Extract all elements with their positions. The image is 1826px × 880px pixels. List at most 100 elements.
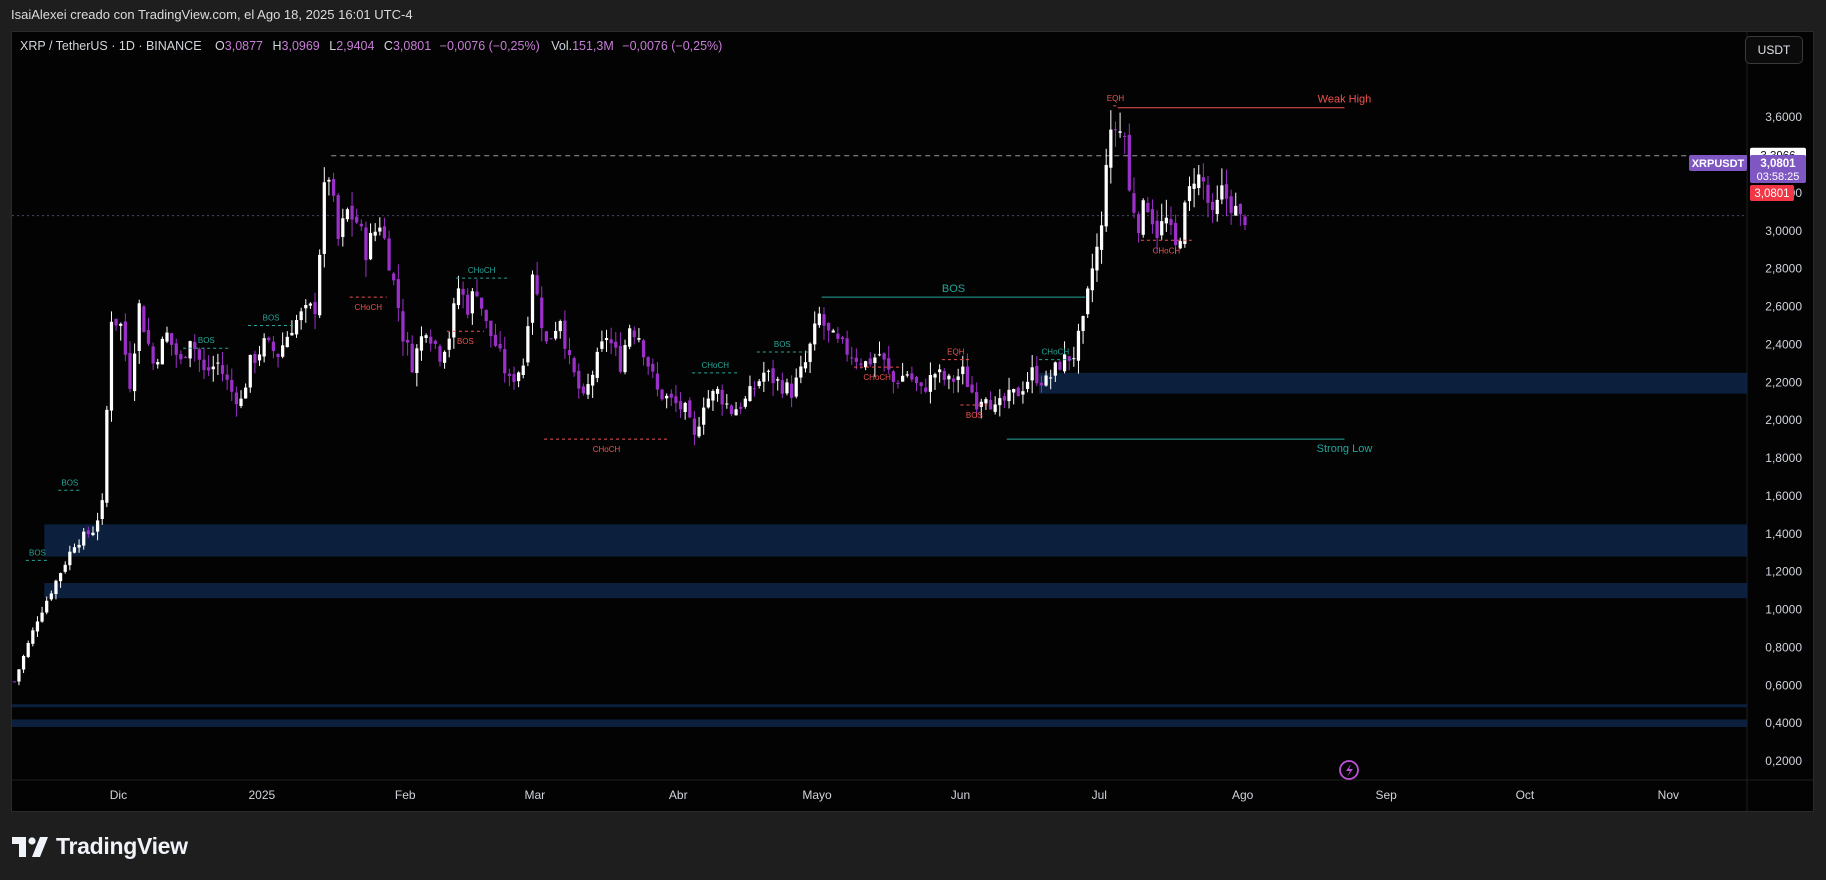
candle xyxy=(535,275,539,295)
y-tick-label: 2,4000 xyxy=(1765,337,1802,351)
candle xyxy=(891,371,895,382)
x-tick-label: Ago xyxy=(1232,788,1254,802)
candle xyxy=(1104,164,1108,227)
candle xyxy=(318,254,322,316)
structure-label: CHoCH xyxy=(1042,348,1070,357)
low-value: 2,9404 xyxy=(336,39,375,53)
candle xyxy=(220,365,225,374)
candle xyxy=(882,353,886,360)
open-label: O xyxy=(215,39,225,53)
candle xyxy=(1058,361,1062,370)
candle xyxy=(58,573,63,582)
candle xyxy=(202,359,206,370)
candle xyxy=(1086,288,1090,315)
candle xyxy=(276,353,280,358)
symbol-title[interactable]: XRP / TetherUS · 1D · BINANCE xyxy=(20,39,202,53)
candle xyxy=(401,311,405,342)
candle xyxy=(762,372,766,382)
candle xyxy=(632,330,636,338)
candle xyxy=(836,333,840,339)
candle xyxy=(45,600,49,613)
candle xyxy=(77,544,81,548)
price-tag-text: 3,0801 xyxy=(1760,158,1796,170)
candle xyxy=(1035,365,1039,384)
candle xyxy=(68,551,72,566)
candle xyxy=(188,341,192,359)
structure-label: BOS xyxy=(942,283,965,295)
candle xyxy=(1109,129,1113,168)
countdown-text: 03:58:25 xyxy=(1757,171,1800,183)
candle xyxy=(373,231,377,236)
candle xyxy=(595,351,599,378)
x-tick-label: Mayo xyxy=(802,788,832,802)
candle xyxy=(826,322,831,331)
x-tick-label: Dic xyxy=(110,788,127,802)
candle xyxy=(1183,202,1187,244)
currency-button[interactable]: USDT xyxy=(1745,36,1803,64)
candle xyxy=(1136,214,1141,234)
candle xyxy=(438,346,442,362)
low-label: L xyxy=(329,39,337,53)
structure-label: BOS xyxy=(198,336,215,345)
candle xyxy=(752,388,757,390)
candle xyxy=(938,369,942,373)
candle xyxy=(313,301,317,315)
candle xyxy=(933,374,937,378)
candle xyxy=(304,304,308,309)
candle xyxy=(1238,203,1242,215)
candle xyxy=(350,205,354,220)
candle xyxy=(1044,375,1048,386)
candle xyxy=(1099,225,1104,250)
structure-label: CHoCH xyxy=(863,373,891,382)
candle xyxy=(1201,177,1205,182)
candle xyxy=(447,338,451,350)
candle xyxy=(248,354,252,388)
candle xyxy=(998,398,1002,406)
candle xyxy=(405,339,410,343)
structure-label: Strong Low xyxy=(1317,443,1373,455)
chart-panel[interactable]: EQH Weak High BOS Strong Low BOS BOS BOS BOS CHo… xyxy=(11,31,1814,812)
candle xyxy=(429,336,433,344)
candle xyxy=(12,681,16,683)
candle xyxy=(322,182,326,254)
candle xyxy=(1039,382,1044,386)
candle xyxy=(54,580,58,595)
candle xyxy=(637,338,641,340)
candle xyxy=(82,531,86,546)
candle xyxy=(651,363,655,372)
candle xyxy=(780,380,784,394)
y-tick-label: 3,6000 xyxy=(1765,110,1802,124)
structure-label: CHoCH xyxy=(701,361,729,370)
candle xyxy=(905,374,909,376)
candle xyxy=(512,374,516,382)
tradingview-brand[interactable]: TradingView xyxy=(12,833,188,860)
y-tick-label: 1,4000 xyxy=(1765,527,1802,541)
candle xyxy=(660,389,664,400)
candle xyxy=(776,379,780,381)
candle xyxy=(17,669,21,682)
candle xyxy=(729,405,734,415)
candle xyxy=(503,349,507,374)
liquidity-zone xyxy=(1039,372,1747,394)
candle xyxy=(368,232,373,260)
symbol-tag xyxy=(1689,155,1747,171)
candle xyxy=(1164,217,1168,224)
candle xyxy=(327,179,331,182)
candle xyxy=(479,297,484,309)
candle xyxy=(165,332,169,342)
candle xyxy=(142,306,146,333)
y-tick-label: 0,4000 xyxy=(1765,716,1802,730)
candle xyxy=(456,288,461,306)
x-tick-label: Nov xyxy=(1658,788,1679,802)
y-tick-label: 0,2000 xyxy=(1765,754,1802,768)
candle xyxy=(711,391,715,401)
candle xyxy=(109,321,114,411)
price-chart[interactable]: EQH Weak High BOS Strong Low BOS BOS BOS BOS CHo… xyxy=(12,32,1813,811)
candle xyxy=(577,370,581,389)
candle xyxy=(193,341,197,349)
candle xyxy=(683,402,687,412)
candle xyxy=(1021,391,1025,395)
candle xyxy=(831,330,835,333)
candle xyxy=(271,341,276,352)
candle xyxy=(697,426,701,437)
